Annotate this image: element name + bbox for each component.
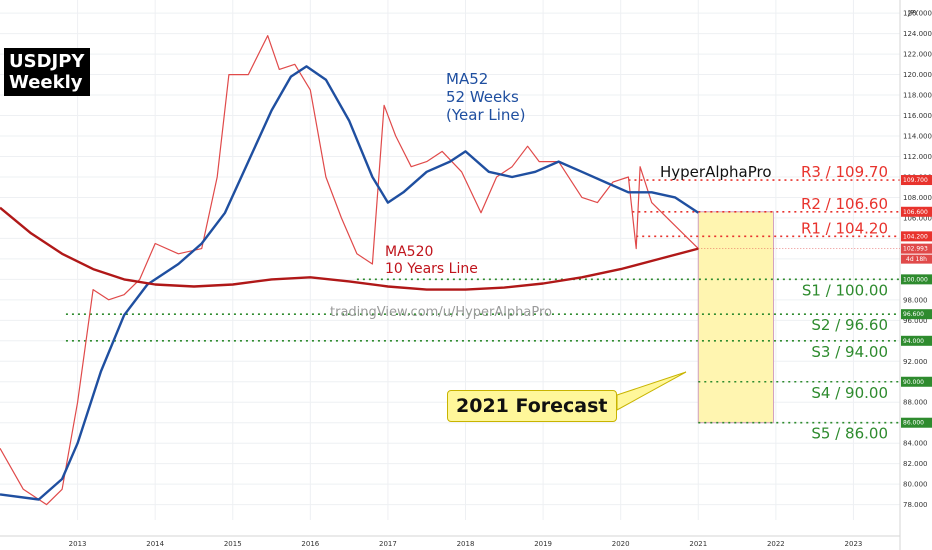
countdown-tag: [901, 254, 932, 264]
price-tick-label: 92.000: [903, 358, 928, 366]
level-tag-r1: [901, 231, 932, 242]
series-ma520: [0, 206, 699, 291]
forecast-callout-pointer: [616, 371, 687, 411]
series-usdjpy: [0, 34, 699, 506]
level-label-s1: S1 / 100.00: [802, 281, 888, 299]
level-label-s3: S3 / 94.00: [811, 343, 888, 361]
price-tick-label: 118.000: [903, 92, 932, 100]
time-tick-label: 2018: [457, 540, 475, 548]
series-ma52: [0, 65, 699, 501]
time-tick-label: 2021: [689, 540, 707, 548]
symbol-name: USDJPY: [9, 51, 85, 72]
level-tag-text: 90.000: [903, 379, 924, 386]
price-tick-label: 80.000: [903, 481, 928, 489]
price-tick-label: 84.000: [903, 440, 928, 448]
level-tag-s5: [901, 417, 932, 428]
time-tick-label: 2013: [69, 540, 87, 548]
level-tag-r2: [901, 206, 932, 217]
ma520-annotation-line: 10 Years Line: [385, 261, 478, 277]
time-tick-label: 2022: [767, 540, 785, 548]
price-tick-label: 114.000: [903, 133, 932, 141]
level-tag-text: 109.700: [903, 177, 928, 184]
price-tick-label: 126.000: [903, 10, 932, 18]
time-tick-label: 2019: [534, 540, 552, 548]
level-tag-text: 106.600: [903, 209, 928, 216]
level-tag-s2: [901, 309, 932, 320]
level-label-r3: R3 / 109.70: [801, 163, 888, 181]
price-tick-label: 116.000: [903, 112, 932, 120]
timeframe-label: Weekly: [9, 72, 83, 93]
time-tick-label: 2023: [845, 540, 863, 548]
forecast-callout: 2021 Forecast: [447, 390, 617, 422]
last-price-tag: [901, 243, 932, 254]
price-tick-label: 96.000: [903, 317, 928, 325]
countdown-text: 4d 18h: [906, 256, 927, 263]
price-tick-label: 112.000: [903, 153, 932, 161]
level-label-s5: S5 / 86.00: [811, 425, 888, 443]
level-tag-s3: [901, 335, 932, 346]
last-price-text: 102.993: [903, 246, 928, 253]
time-tick-label: 2015: [224, 540, 242, 548]
level-lines: [65, 179, 900, 424]
ma52-annotation-line: (Year Line): [446, 106, 526, 124]
level-tag-s4: [901, 376, 932, 387]
level-label-r2: R2 / 106.60: [801, 195, 888, 213]
level-tag-text: 94.000: [903, 338, 924, 345]
price-tick-label: 108.000: [903, 194, 932, 202]
author-annotation: HyperAlphaPro: [660, 163, 772, 181]
price-tick-label: 78.000: [903, 501, 928, 509]
currency-label: JPY: [907, 9, 919, 17]
price-tick-label: 120.000: [903, 71, 932, 79]
time-axis: 2013 2014 2015 2016 2017 2018 2019 2020 2021 2022…: [0, 535, 900, 548]
level-label-r1: R1 / 104.20: [801, 219, 888, 237]
price-tick-label: 88.000: [903, 399, 928, 407]
time-tick-label: 2016: [301, 540, 319, 548]
watermark: tradingView.com/u/HyperAlphaPro: [330, 305, 552, 320]
ma52-annotation-line: 52 Weeks: [446, 88, 519, 106]
time-tick-label: 2020: [612, 540, 630, 548]
time-tick-label: 2014: [146, 540, 164, 548]
price-tick-label: 122.000: [903, 51, 932, 59]
level-label-s4: S4 / 90.00: [811, 384, 888, 402]
ma52-annotation-line: MA52: [446, 70, 488, 88]
time-tick-label: 2017: [379, 540, 397, 548]
level-tag-text: 104.200: [903, 233, 928, 240]
level-tag-text: 100.000: [903, 276, 928, 283]
level-labels: R3 / 109.70 109.700 R2 / 106.60 106.600 R1 /…: [698, 163, 932, 443]
forecast-rect: [697, 211, 775, 424]
price-tick-label: 106.000: [903, 214, 932, 222]
price-tick-label: 124.000: [903, 30, 932, 38]
level-tag-text: 96.600: [903, 311, 924, 318]
level-label-s2: S2 / 96.60: [811, 316, 888, 334]
ma520-annotation-line: MA520: [385, 244, 433, 260]
price-tick-label: 82.000: [903, 460, 928, 468]
level-tag-s1: [901, 274, 932, 285]
level-tag-text: 86.000: [903, 420, 924, 427]
price-tick-label: 98.000: [903, 296, 928, 304]
series-group: [0, 34, 699, 506]
forecast-zone: [697, 211, 775, 424]
level-tag-r3: [901, 175, 932, 186]
symbol-title: USDJPY Weekly: [4, 48, 91, 96]
